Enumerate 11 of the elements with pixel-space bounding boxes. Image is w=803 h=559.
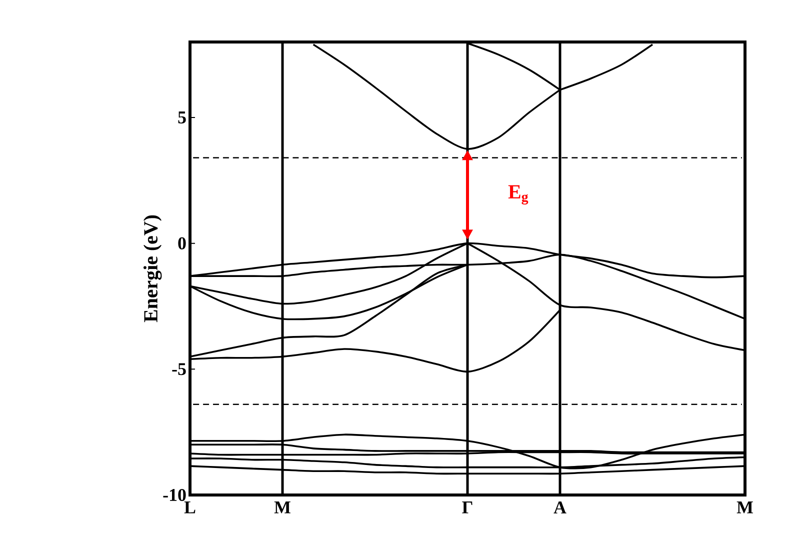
y-tick-label: -10 [163, 488, 186, 502]
y-axis-title: Energie (eV) [143, 215, 162, 322]
x-tick-label: M [736, 502, 753, 514]
x-tick-label: Γ [462, 502, 472, 514]
y-tick-label: 0 [178, 237, 186, 250]
y-tick-label: 5 [178, 112, 186, 124]
annotation: E$_{g}$ [508, 185, 528, 204]
x-tick-label: M [274, 502, 290, 514]
x-tick-label: A [554, 502, 566, 514]
y-tick-label: -5 [172, 363, 186, 376]
x-tick-label: L [184, 502, 196, 514]
